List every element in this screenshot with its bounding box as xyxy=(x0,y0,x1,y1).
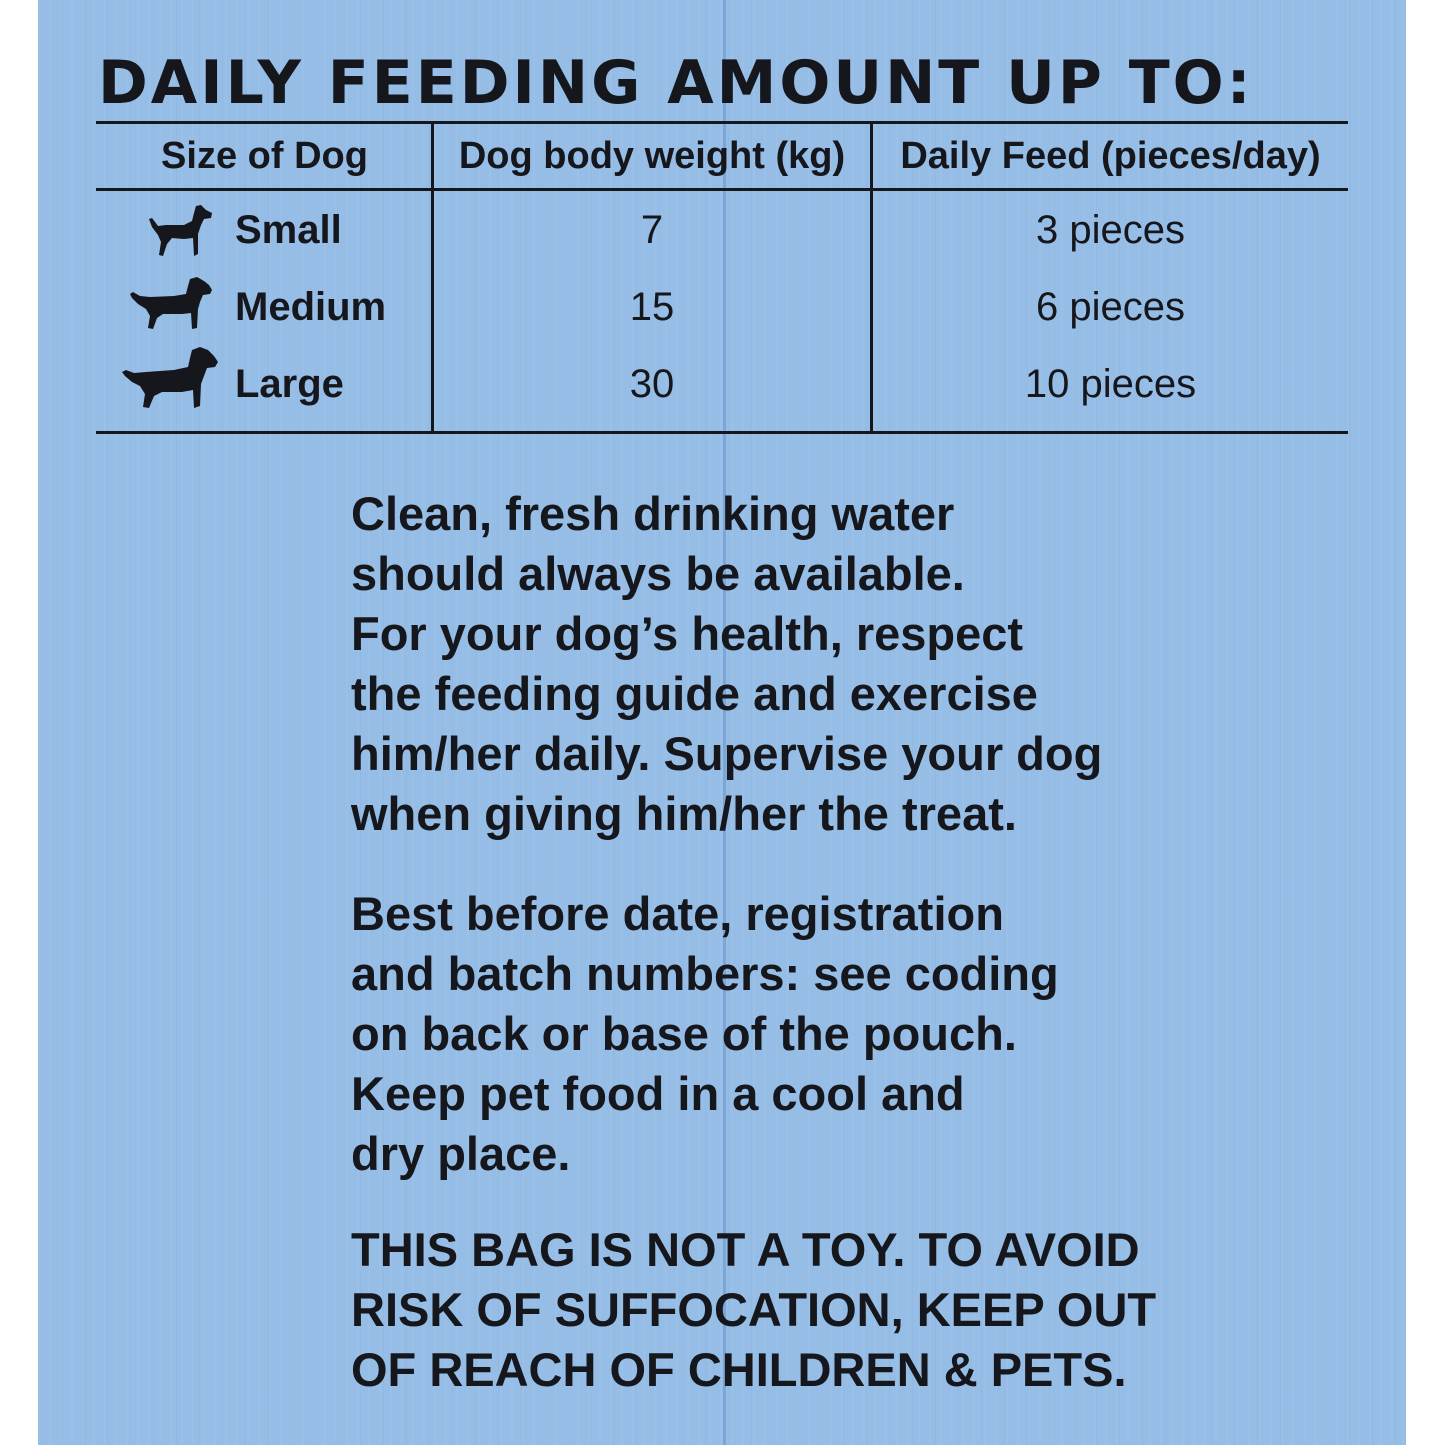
suffocation-warning: THIS BAG IS NOT A TOY. TO AVOID RISK OF … xyxy=(351,1223,1157,1396)
header-size-of-dog: Size of Dog xyxy=(161,135,368,177)
row-size-label: Medium xyxy=(235,285,387,329)
table-header-rule xyxy=(96,188,1348,191)
medium-dog-icon xyxy=(130,277,212,329)
storage-note: Best before date, registration and batch… xyxy=(351,887,1059,1180)
header-body-weight: Dog body weight (kg) xyxy=(458,135,846,177)
feeding-guide-panel: DAILY FEEDING AMOUNT UP TO: Size of Dog … xyxy=(38,0,1406,1445)
header-daily-feed: Daily Feed (pieces/day) xyxy=(900,135,1321,177)
row-feed: 3 pieces xyxy=(1036,208,1185,252)
table-bottom-rule xyxy=(96,431,1348,434)
row-size-label: Large xyxy=(235,362,344,406)
large-dog-icon xyxy=(122,347,218,408)
panel-seam xyxy=(723,0,726,1445)
row-size-label: Small xyxy=(235,208,342,252)
row-weight: 7 xyxy=(640,208,664,252)
small-dog-icon xyxy=(149,205,212,256)
row-weight: 15 xyxy=(629,285,675,329)
table-column-divider-2 xyxy=(870,123,873,432)
row-feed: 6 pieces xyxy=(1036,285,1185,329)
table-column-divider-1 xyxy=(431,123,434,432)
feeding-heading: DAILY FEEDING AMOUNT UP TO: xyxy=(98,48,1254,118)
row-weight: 30 xyxy=(629,362,675,406)
table-top-rule xyxy=(96,121,1348,124)
row-feed: 10 pieces xyxy=(1024,362,1197,406)
water-and-exercise-note: Clean, fresh drinking water should alway… xyxy=(351,487,1103,840)
